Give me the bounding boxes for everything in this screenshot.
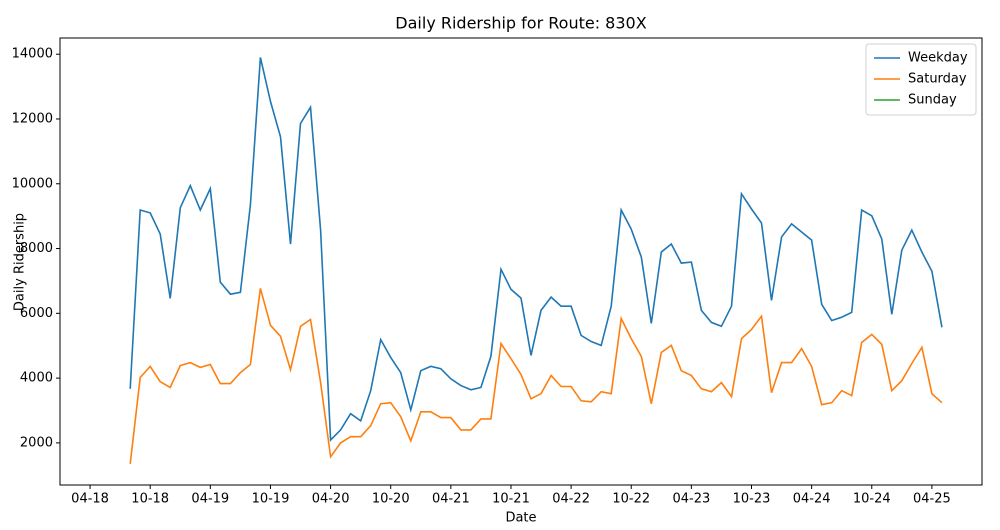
x-tick-label: 10-19 xyxy=(252,492,290,507)
series-line xyxy=(129,57,943,442)
x-tick-label: 04-21 xyxy=(432,492,470,507)
y-axis-label: Daily Ridership xyxy=(13,213,28,311)
y-tick-label: 14000 xyxy=(12,47,53,62)
y-tick-label: 10000 xyxy=(12,176,53,191)
legend-box xyxy=(865,43,977,116)
x-tick-label: 04-25 xyxy=(913,492,951,507)
y-tick-label: 12000 xyxy=(12,111,53,126)
x-tick-label: 10-23 xyxy=(733,492,771,507)
x-tick-label: 10-18 xyxy=(131,492,169,507)
series-line xyxy=(129,288,943,464)
legend-label: Sunday xyxy=(908,93,957,108)
x-tick-label: 10-22 xyxy=(612,492,650,507)
x-axis-label: Date xyxy=(505,511,536,526)
x-tick-label: 04-24 xyxy=(793,492,831,507)
y-tick-label: 2000 xyxy=(20,435,53,450)
legend-label: Weekday xyxy=(908,51,968,66)
x-tick-label: 10-24 xyxy=(853,492,891,507)
chart-title: Daily Ridership for Route: 830X xyxy=(395,14,646,33)
y-tick-label: 6000 xyxy=(20,306,53,321)
y-tick-label: 4000 xyxy=(20,371,53,386)
legend-label: Saturday xyxy=(908,72,967,87)
y-tick-label: 8000 xyxy=(20,241,53,256)
x-tick-label: 04-19 xyxy=(191,492,229,507)
x-tick-label: 04-20 xyxy=(312,492,350,507)
x-tick-label: 04-22 xyxy=(552,492,590,507)
x-tick-label: 04-18 xyxy=(71,492,109,507)
x-tick-label: 10-21 xyxy=(492,492,530,507)
plot-frame xyxy=(59,37,983,486)
x-tick-label: 04-23 xyxy=(672,492,710,507)
x-tick-label: 10-20 xyxy=(372,492,410,507)
